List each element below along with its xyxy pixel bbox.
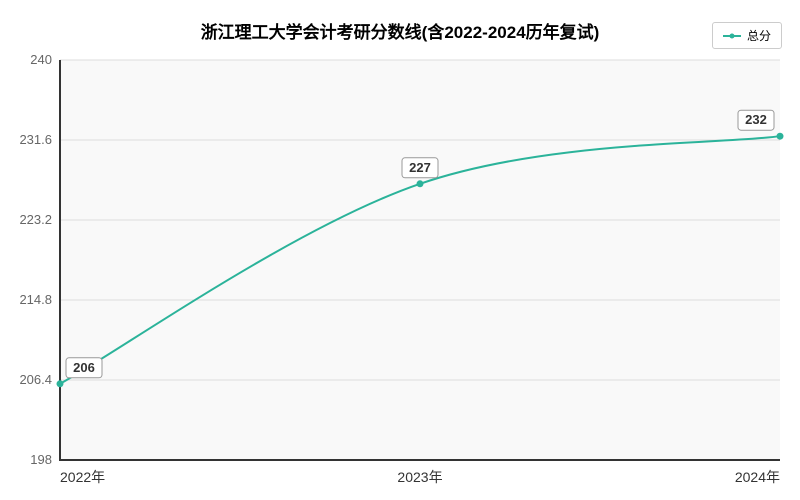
plot-background bbox=[60, 60, 780, 460]
y-tick-label: 214.8 bbox=[19, 292, 52, 307]
point-label: 227 bbox=[409, 160, 431, 175]
chart-svg: 198 206.4 214.8 223.2 231.6 240 2022年 2023年 2024… bbox=[0, 0, 800, 500]
point-label: 206 bbox=[73, 360, 95, 375]
x-tick-label: 2023年 bbox=[397, 469, 442, 485]
data-point bbox=[417, 180, 424, 187]
data-point bbox=[57, 380, 64, 387]
line-chart: 浙江理工大学会计考研分数线(含2022-2024历年复试) 总分 198206.… bbox=[0, 0, 800, 500]
point-label: 232 bbox=[745, 112, 767, 127]
x-tick-label: 2024年 bbox=[735, 469, 780, 485]
y-tick-label: 198 bbox=[30, 452, 52, 467]
y-tick-label: 223.2 bbox=[19, 212, 52, 227]
y-tick-label: 206.4 bbox=[19, 372, 52, 387]
y-tick-label: 240 bbox=[30, 52, 52, 67]
x-tick-label: 2022年 bbox=[60, 469, 105, 485]
data-point bbox=[777, 133, 784, 140]
y-tick-label: 231.6 bbox=[19, 132, 52, 147]
